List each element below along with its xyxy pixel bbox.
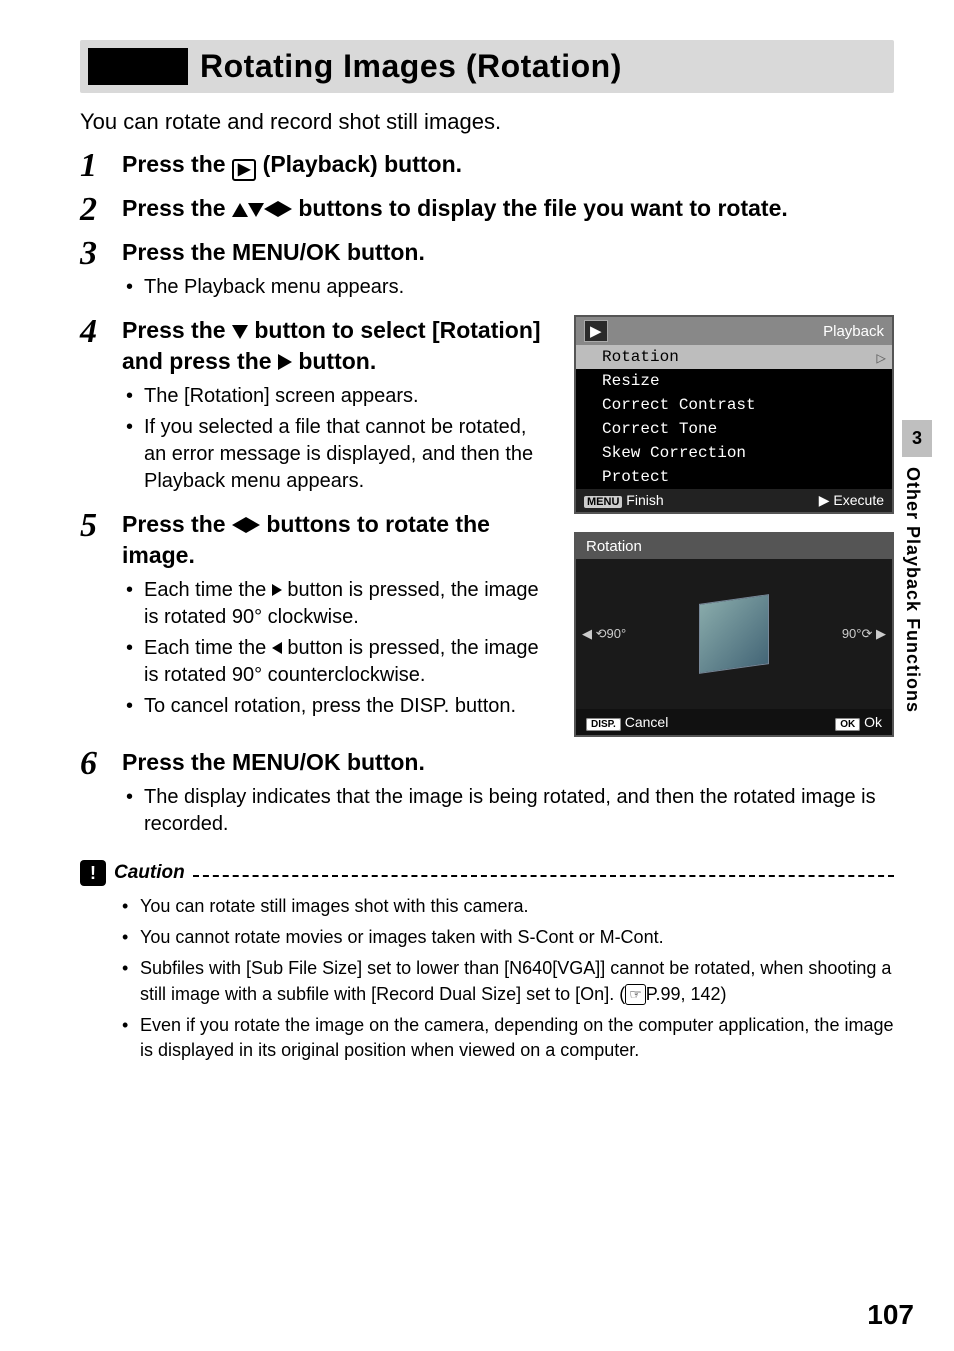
step-number: 1 (80, 149, 122, 183)
step-bullet: The [Rotation] screen appears. (144, 383, 554, 410)
menu-item: Correct Contrast (576, 393, 892, 417)
tab-icon: ▶ (584, 320, 608, 342)
page-number: 107 (867, 1299, 914, 1331)
caution-item: You cannot rotate movies or images taken… (140, 925, 894, 950)
step-5: 5 Press the buttons to rotate the image.… (80, 509, 554, 724)
section-title-bar: Rotating Images (Rotation) (80, 40, 894, 93)
step-number: 3 (80, 237, 122, 271)
title-black-block (88, 48, 188, 85)
playback-icon: ▶ (232, 159, 256, 181)
step-number: 5 (80, 509, 122, 543)
menu-item: Protect (576, 465, 892, 489)
caution-icon: ! (80, 860, 106, 886)
caution-divider (193, 875, 894, 877)
step-heading: Press the MENU/OK button. (122, 747, 894, 778)
step-bullet: The Playback menu appears. (144, 274, 894, 301)
menu-header: ▶ Playback (576, 317, 892, 345)
menu-item: Resize (576, 369, 892, 393)
intro-text: You can rotate and record shot still ima… (80, 109, 894, 135)
right-arrow-icon (246, 517, 260, 533)
ok-badge: OK (835, 718, 860, 731)
rotate-left-label: ◀ ⟲90° (582, 626, 626, 642)
step-bullet: The display indicates that the image is … (144, 784, 894, 838)
caution-item: You can rotate still images shot with th… (140, 894, 894, 919)
playback-menu-screenshot: ▶ Playback Rotation Resize Correct Contr… (574, 315, 894, 514)
caution-header: ! Caution (80, 860, 894, 886)
step-3: 3 Press the MENU/OK button. The Playback… (80, 237, 894, 305)
section-number: 3 (902, 420, 932, 457)
step-number: 6 (80, 747, 122, 781)
down-arrow-icon (232, 325, 248, 339)
right-arrow-icon (272, 584, 282, 596)
right-arrow-icon (278, 201, 292, 217)
side-tab: 3 Other Playback Functions (902, 420, 932, 713)
step-bullet: Each time the button is pressed, the ima… (144, 635, 554, 689)
rotation-preview-image (699, 594, 769, 674)
rotation-footer: DISP. Cancel OK Ok (576, 709, 892, 735)
step-2: 2 Press the buttons to display the file … (80, 193, 894, 227)
rotation-screenshot: Rotation ◀ ⟲90° 90°⟳ ▶ DISP. Cancel OK O… (574, 532, 894, 737)
menu-item: Correct Tone (576, 417, 892, 441)
up-arrow-icon (232, 203, 248, 217)
caution-item: Even if you rotate the image on the came… (140, 1013, 894, 1063)
step-1: 1 Press the ▶ (Playback) button. (80, 149, 894, 183)
right-arrow-icon (278, 354, 292, 370)
caution-label: Caution (114, 862, 185, 884)
menu-item-selected: Rotation (576, 345, 892, 369)
rotate-right-label: 90°⟳ ▶ (842, 626, 886, 642)
step-6: 6 Press the MENU/OK button. The display … (80, 747, 894, 842)
menu-badge: MENU (584, 496, 622, 508)
left-arrow-icon (232, 517, 246, 533)
step-heading: Press the button to select [Rotation] an… (122, 315, 554, 377)
menu-item: Skew Correction (576, 441, 892, 465)
section-name: Other Playback Functions (902, 467, 923, 713)
step-bullet: To cancel rotation, press the DISP. butt… (144, 693, 554, 720)
section-title: Rotating Images (Rotation) (200, 48, 886, 85)
step-heading: Press the ▶ (Playback) button. (122, 149, 894, 181)
disp-badge: DISP. (586, 718, 621, 731)
page-ref-icon: ☞ (625, 984, 646, 1006)
left-arrow-icon (272, 642, 282, 654)
step-number: 4 (80, 315, 122, 349)
step-4: 4 Press the button to select [Rotation] … (80, 315, 554, 499)
menu-title: Playback (823, 323, 884, 340)
caution-list: You can rotate still images shot with th… (80, 894, 894, 1063)
step-heading: Press the MENU/OK button. (122, 237, 894, 268)
rotation-title: Rotation (576, 534, 892, 559)
step-heading: Press the buttons to rotate the image. (122, 509, 554, 571)
page: Rotating Images (Rotation) You can rotat… (0, 0, 954, 1351)
step-bullet: Each time the button is pressed, the ima… (144, 577, 554, 631)
menu-footer: MENU Finish ▶ Execute (576, 489, 892, 512)
caution-item: Subfiles with [Sub File Size] set to low… (140, 956, 894, 1006)
step-bullet: If you selected a file that cannot be ro… (144, 414, 554, 495)
step-heading: Press the buttons to display the file yo… (122, 193, 894, 224)
left-arrow-icon (264, 201, 278, 217)
down-arrow-icon (248, 203, 264, 217)
step-number: 2 (80, 193, 122, 227)
